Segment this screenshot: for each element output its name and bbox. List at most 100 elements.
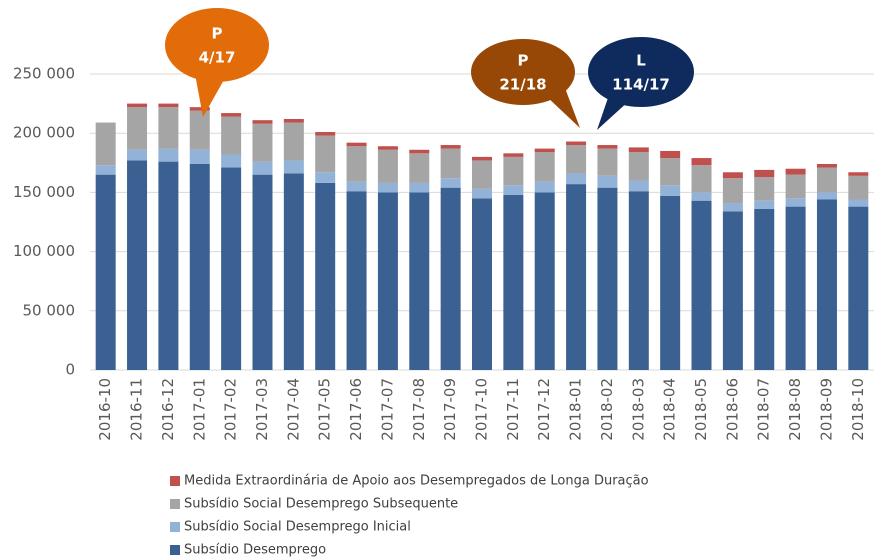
bar-segment: [566, 141, 587, 146]
bar-segment: [127, 160, 148, 370]
y-tick-label: 100 000: [13, 242, 75, 260]
x-tick-label: 2017-05: [316, 378, 334, 441]
bar-segment: [440, 178, 461, 188]
bar-segment: [597, 148, 618, 176]
bar-segment: [252, 120, 273, 124]
x-tick-label: 2018-08: [786, 378, 804, 441]
bar-segment: [754, 177, 775, 201]
bar-segment: [503, 156, 524, 186]
annotation-text: 4/17: [199, 49, 236, 67]
bar-segment: [816, 167, 837, 193]
bar-segment: [346, 142, 367, 147]
bar-segment: [503, 194, 524, 370]
speech-bubble: [588, 37, 694, 107]
bar-segment: [848, 199, 869, 207]
bar-segment: [660, 158, 681, 186]
bar-segment: [785, 198, 806, 207]
bar-segment: [691, 165, 712, 193]
legend-label: Subsídio Social Desemprego Subsequente: [184, 497, 458, 512]
bar-segment: [409, 182, 430, 193]
bar-segment: [346, 146, 367, 182]
bar-segment: [127, 107, 148, 150]
x-tick-label: 2017-09: [441, 378, 459, 441]
annotation-label: P: [518, 52, 529, 70]
bar-segment: [722, 203, 743, 212]
x-tick-label: 2018-10: [849, 378, 867, 441]
bar-segment: [189, 149, 210, 164]
bar-segment: [158, 148, 179, 162]
bar-segment: [95, 122, 116, 166]
bar-segment: [722, 211, 743, 370]
bar-segment: [221, 116, 242, 155]
bar-segment: [315, 172, 336, 183]
bar-segment: [189, 110, 210, 150]
bar-segment: [534, 152, 555, 182]
bar-segment: [628, 147, 649, 153]
bar-segment: [566, 145, 587, 174]
bar-segment: [283, 122, 304, 161]
bar-segment: [628, 152, 649, 181]
y-tick-label: 50 000: [23, 301, 76, 319]
legend-swatch: [170, 545, 180, 555]
speech-bubble: [471, 39, 575, 105]
x-tick-label: 2017-01: [190, 378, 208, 441]
bar-segment: [848, 172, 869, 176]
bar-segment: [691, 192, 712, 201]
bar-segment: [158, 103, 179, 108]
bar-segment: [252, 174, 273, 370]
bar-segment: [816, 192, 837, 200]
bar-segment: [283, 160, 304, 174]
bar-segment: [722, 178, 743, 204]
bar-segment: [472, 156, 492, 161]
bar-segment: [848, 206, 869, 370]
bar-segment: [597, 145, 618, 149]
speech-bubble: [165, 8, 269, 82]
bubble-tail: [195, 74, 225, 117]
legend-label: Medida Extraordinária de Apoio aos Desem…: [184, 474, 649, 489]
bar-segment: [503, 185, 524, 195]
legend-swatch: [170, 522, 180, 532]
bar-segment: [691, 158, 712, 166]
x-tick-label: 2018-05: [692, 378, 710, 441]
bar-segment: [158, 161, 179, 370]
bar-segment: [597, 175, 618, 188]
bar-segment: [127, 149, 148, 161]
bar-segment: [221, 113, 242, 117]
x-tick-label: 2017-07: [378, 378, 396, 441]
y-tick-label: 150 000: [13, 183, 75, 201]
bar-segment: [848, 175, 869, 200]
bar-segment: [95, 165, 116, 175]
bar-segment: [816, 163, 837, 168]
x-tick-label: 2018-02: [598, 378, 616, 441]
bar-segment: [377, 146, 398, 150]
bar-segment: [127, 103, 148, 108]
x-tick-label: 2017-03: [253, 378, 271, 441]
x-tick-label: 2018-04: [661, 378, 679, 441]
bar-segment: [315, 182, 336, 370]
bar-segment: [221, 154, 242, 168]
bar-segment: [283, 173, 304, 370]
bar-segment: [95, 174, 116, 370]
bar-segment: [315, 132, 336, 136]
annotation-label: P: [212, 25, 223, 43]
annotation-label: L: [636, 52, 646, 70]
bar-segment: [472, 160, 492, 189]
bar-segment: [534, 181, 555, 193]
bar-segment: [377, 149, 398, 183]
x-tick-label: 2017-06: [347, 378, 365, 441]
annotation-text: 114/17: [612, 76, 670, 94]
bar-segment: [221, 167, 242, 370]
x-tick-label: 2018-07: [755, 378, 773, 441]
y-tick-label: 200 000: [13, 124, 75, 142]
bar-segment: [628, 191, 649, 370]
y-tick-label: 250 000: [13, 65, 75, 83]
bar-segment: [189, 107, 210, 111]
x-tick-label: 2017-02: [222, 378, 240, 441]
x-tick-label: 2018-09: [817, 378, 835, 441]
legend-swatch: [170, 476, 180, 486]
x-tick-label: 2016-10: [96, 378, 114, 441]
bar-segment: [691, 200, 712, 370]
legend-label: Subsídio Desemprego: [184, 543, 326, 558]
legend-label: Subsídio Social Desemprego Inicial: [184, 520, 411, 535]
